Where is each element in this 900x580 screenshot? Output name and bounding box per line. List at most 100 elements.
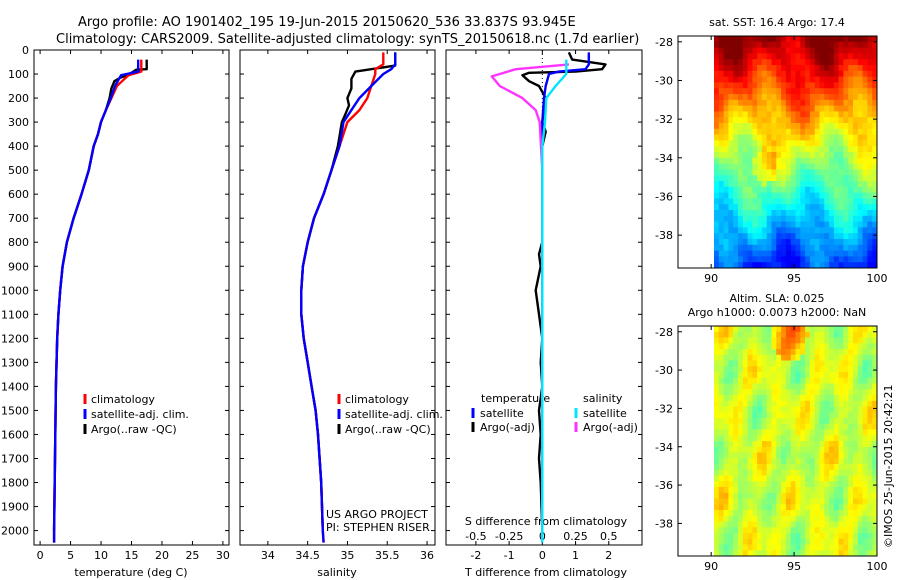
sst-map-cell — [747, 256, 753, 263]
sst-map-cell — [824, 47, 830, 54]
sst-map-cell — [824, 94, 830, 101]
sla-map-cell — [795, 423, 801, 431]
sla-map-cell — [752, 475, 758, 482]
x-tick-label: 34 — [261, 549, 275, 562]
sla-map-cell — [857, 481, 864, 488]
sla-map-cell — [776, 469, 782, 477]
sst-map-cell — [785, 169, 792, 176]
sst-map-cell — [872, 47, 877, 54]
sla-map-cell — [867, 412, 873, 419]
sla-map-cell — [766, 521, 773, 528]
sst-map-cell — [728, 140, 734, 147]
sla-map-cell — [843, 406, 849, 413]
sst-map-cell — [761, 233, 768, 240]
sst-map-cell — [747, 36, 753, 43]
sst-map-cell — [872, 262, 877, 268]
sla-map-cell — [867, 372, 873, 379]
sla-map-cell — [809, 435, 816, 442]
sla-map-cell — [747, 498, 753, 505]
sst-map-cell — [757, 105, 763, 112]
sst-map-cell — [829, 99, 835, 107]
sst-map-cell — [843, 181, 849, 188]
sla-map-cell — [824, 458, 830, 465]
sst-map-cell — [761, 244, 768, 252]
sla-map-cell — [867, 389, 873, 396]
sst-map-cell — [761, 157, 768, 165]
sla-map-cell — [833, 377, 840, 385]
sla-map-cell — [761, 326, 768, 333]
sla-map-cell — [833, 366, 840, 373]
sst-map-cell — [738, 227, 744, 234]
sla-map-cell — [833, 504, 840, 511]
sla-map-cell — [714, 395, 720, 402]
sla-map-cell — [785, 331, 792, 339]
sla-map-cell — [733, 354, 739, 362]
sst-map-cell — [853, 262, 859, 268]
sst-map-cell — [814, 82, 821, 89]
sla-map-cell — [742, 475, 749, 482]
sst-map-cell — [819, 186, 825, 194]
sla-map-cell — [728, 515, 734, 523]
sst-map-cell — [853, 76, 859, 83]
sla-map-cell — [805, 331, 811, 339]
sla-map-cell — [862, 331, 868, 339]
sst-map-cell — [714, 134, 720, 141]
sla-map-cell — [853, 498, 859, 505]
sla-map-cell — [829, 464, 835, 471]
sla-map-cell — [785, 337, 792, 344]
sla-map-cell — [718, 498, 725, 505]
sla-map-cell — [785, 475, 792, 482]
sla-map-cell — [747, 504, 753, 511]
sst-map-cell — [843, 186, 849, 194]
sst-map-cell — [718, 82, 725, 89]
sst-map-cell — [819, 181, 825, 188]
sla-map-cell — [853, 550, 859, 556]
sst-map-cell — [790, 105, 797, 112]
sla-map-cell — [829, 406, 835, 413]
sst-map-cell — [819, 157, 825, 165]
sst-map-cell — [757, 111, 763, 118]
sla-map-cell — [814, 343, 821, 350]
sla-map-cell — [819, 343, 825, 350]
tdiff-argo-line — [521, 51, 607, 531]
sst-map-cell — [714, 244, 720, 252]
sla-map-cell — [819, 337, 825, 344]
sst-map-cell — [752, 65, 758, 72]
sla-map-cell — [723, 446, 729, 454]
sla-map-cell — [761, 504, 768, 511]
sla-map-cell — [809, 377, 816, 385]
sla-map-cell — [805, 395, 811, 402]
sla-map-cell — [785, 487, 792, 494]
sla-map-cell — [809, 400, 816, 408]
sst-map-cell — [872, 256, 877, 263]
sst-map-frame — [677, 35, 878, 269]
sst-map-cell — [718, 215, 725, 223]
sst-map-cell — [771, 65, 777, 72]
sst-map-cell — [728, 221, 734, 228]
sla-map-cell — [742, 326, 749, 333]
sla-map-cell — [814, 544, 821, 551]
sla-map-cell — [795, 395, 801, 402]
sst-map-cell — [795, 210, 801, 217]
sst-map-cell — [838, 76, 844, 83]
sla-map-cell — [857, 452, 864, 459]
sla-map-cell — [790, 423, 797, 431]
sla-map-cell — [814, 441, 821, 448]
sst-map-cell — [848, 59, 854, 66]
sla-map-cell — [857, 406, 864, 413]
sla-map-cell — [857, 446, 864, 454]
sst-map-cell — [819, 53, 825, 60]
sst-map-cell — [872, 36, 877, 43]
sst-map-cell — [742, 70, 749, 78]
sst-map-cell — [790, 140, 797, 147]
sst-map-cell — [723, 244, 729, 252]
sla-map-cell — [805, 464, 811, 471]
sst-map-cell — [728, 244, 734, 252]
sst-map-cell — [809, 186, 816, 194]
sla-map-cell — [742, 343, 749, 350]
sst-map-cell — [718, 128, 725, 136]
sla-map-cell — [781, 498, 787, 505]
sla-map-cell — [809, 418, 816, 425]
depth-tick-label: 1600 — [1, 428, 29, 441]
sla-map-cell — [867, 464, 873, 471]
